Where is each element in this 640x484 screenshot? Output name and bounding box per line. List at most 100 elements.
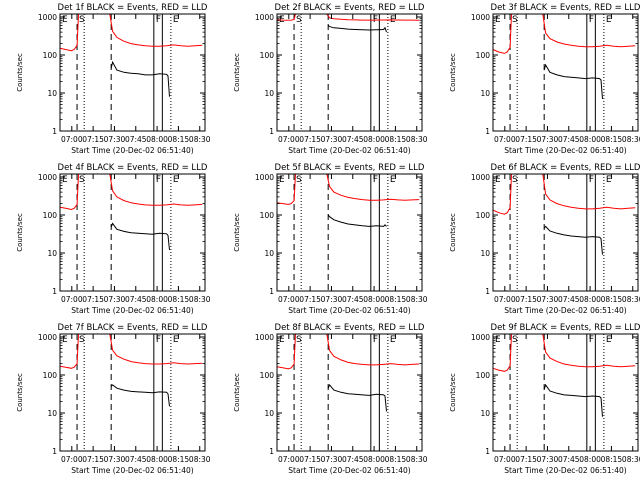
y-tick-label-9-1: 10 [480, 409, 490, 418]
y-tick-label-7-2: 100 [43, 371, 58, 380]
series-events-4 [110, 222, 170, 251]
y-tick-label-9-3: 1000 [471, 333, 490, 342]
x-tick-label-9-0: 07:00 [494, 455, 516, 464]
series-events-7 [110, 384, 170, 407]
marker-label-7-4: F [156, 335, 161, 345]
x-tick-label-5-3: 07:45 [342, 295, 364, 304]
y-tick-label-4-2: 100 [43, 211, 58, 220]
x-tick-label-7-0: 07:00 [61, 455, 83, 464]
y-tick-label-4-1: 10 [47, 249, 57, 258]
x-tick-label-8-2: 07:30 [321, 455, 343, 464]
y-tick-label-3-3: 1000 [471, 13, 490, 22]
x-tick-label-4-0: 07:00 [61, 295, 83, 304]
marker-label-5-4: F [373, 175, 378, 185]
x-tick-label-8-0: 07:00 [278, 455, 300, 464]
x-axis-label-9: Start Time (20-Dec-02 06:51:40) [504, 466, 626, 475]
marker-label-5-0: E [279, 175, 285, 185]
y-axis-label-7: Counts/sec [16, 373, 24, 412]
plot-frame-8 [276, 333, 423, 452]
series-events-1 [110, 60, 170, 97]
y-axis-label-3: Counts/sec [449, 53, 457, 92]
marker-label-4-6: E [173, 175, 179, 185]
panel-title-5: Det 5f BLACK = Events, RED = LLD [275, 163, 425, 173]
y-tick-label-2-3: 1000 [255, 13, 274, 22]
x-tick-label-8-1: 07:15 [299, 455, 321, 464]
x-tick-label-4-2: 07:30 [104, 295, 126, 304]
x-axis-label-7: Start Time (20-Dec-02 06:51:40) [71, 466, 193, 475]
series-lld-7 [59, 333, 203, 369]
marker-label-7-6: E [173, 335, 179, 345]
series-events-9 [543, 383, 603, 417]
y-tick-label-6-0: 1 [485, 287, 490, 296]
y-axis-label-6: Counts/sec [449, 213, 457, 252]
x-tick-label-4-6: 08:30 [189, 295, 211, 304]
marker-label-1-4: F [156, 15, 161, 25]
x-tick-label-5-2: 07:30 [321, 295, 343, 304]
marker-label-3-6: E [606, 15, 612, 25]
y-tick-label-1-3: 1000 [38, 13, 57, 22]
plot-frame-2 [276, 13, 423, 132]
x-tick-label-1-1: 07:15 [82, 135, 104, 144]
y-axis-label-1: Counts/sec [16, 53, 24, 92]
marker-label-8-1: S [296, 335, 302, 345]
x-tick-label-5-4: 08:00 [363, 295, 385, 304]
x-tick-label-8-6: 08:30 [406, 455, 428, 464]
y-tick-label-2-1: 10 [264, 89, 274, 98]
y-tick-label-1-2: 100 [43, 51, 58, 60]
x-tick-label-8-4: 08:00 [363, 455, 385, 464]
y-tick-label-8-1: 10 [264, 409, 274, 418]
detector-panel-7: Det 7f BLACK = Events, RED = LLD Counts/s… [16, 323, 211, 475]
x-tick-label-7-6: 08:30 [189, 455, 211, 464]
x-tick-label-7-1: 07:15 [82, 455, 104, 464]
x-tick-label-4-5: 08:15 [168, 295, 190, 304]
x-tick-label-8-3: 07:45 [342, 455, 364, 464]
plot-frame-7 [59, 333, 206, 452]
series-events-6 [543, 225, 603, 255]
marker-label-4-0: E [62, 175, 68, 185]
series-lld-3 [492, 13, 636, 54]
x-tick-label-1-0: 07:00 [61, 135, 83, 144]
x-tick-label-5-0: 07:00 [278, 295, 300, 304]
marker-label-6-1: S [512, 175, 518, 185]
x-tick-label-4-1: 07:15 [82, 295, 104, 304]
y-axis-label-5: Counts/sec [233, 213, 241, 252]
x-tick-label-6-1: 07:15 [515, 295, 537, 304]
x-tick-label-1-3: 07:45 [125, 135, 147, 144]
x-tick-label-1-6: 08:30 [189, 135, 211, 144]
plot-frame-5 [276, 173, 423, 292]
marker-label-1-0: E [62, 15, 68, 25]
series-lld-1 [59, 13, 203, 52]
y-tick-label-8-2: 100 [260, 371, 275, 380]
y-tick-label-3-2: 100 [476, 51, 491, 60]
series-events-3 [543, 63, 603, 99]
marker-label-9-0: E [495, 335, 501, 345]
x-tick-label-2-3: 07:45 [342, 135, 364, 144]
plot-frame-6 [492, 173, 639, 292]
x-tick-label-3-6: 08:30 [622, 135, 640, 144]
x-tick-label-9-2: 07:30 [537, 455, 559, 464]
x-tick-label-6-6: 08:30 [622, 295, 640, 304]
y-tick-label-5-0: 1 [269, 287, 274, 296]
detector-panel-3: Det 3f BLACK = Events, RED = LLD Counts/s… [449, 3, 640, 155]
x-tick-label-9-4: 08:00 [579, 455, 601, 464]
x-tick-label-7-3: 07:45 [125, 455, 147, 464]
y-tick-label-6-1: 10 [480, 249, 490, 258]
marker-label-3-0: E [495, 15, 501, 25]
plot-frame-3 [492, 13, 639, 132]
y-tick-label-8-0: 1 [269, 447, 274, 456]
panel-title-4: Det 4f BLACK = Events, RED = LLD [58, 163, 208, 173]
series-events-8 [327, 383, 387, 412]
marker-label-3-4: F [589, 15, 594, 25]
marker-label-6-0: E [495, 175, 501, 185]
panel-title-2: Det 2f BLACK = Events, RED = LLD [275, 3, 425, 13]
x-tick-label-7-4: 08:00 [146, 455, 168, 464]
y-tick-label-3-0: 1 [485, 127, 490, 136]
x-tick-label-6-2: 07:30 [537, 295, 559, 304]
detector-panel-6: Det 6f BLACK = Events, RED = LLD Counts/s… [449, 163, 640, 315]
y-tick-label-7-3: 1000 [38, 333, 57, 342]
x-tick-label-7-5: 08:15 [168, 455, 190, 464]
y-tick-label-7-1: 10 [47, 409, 57, 418]
x-axis-label-6: Start Time (20-Dec-02 06:51:40) [504, 306, 626, 315]
